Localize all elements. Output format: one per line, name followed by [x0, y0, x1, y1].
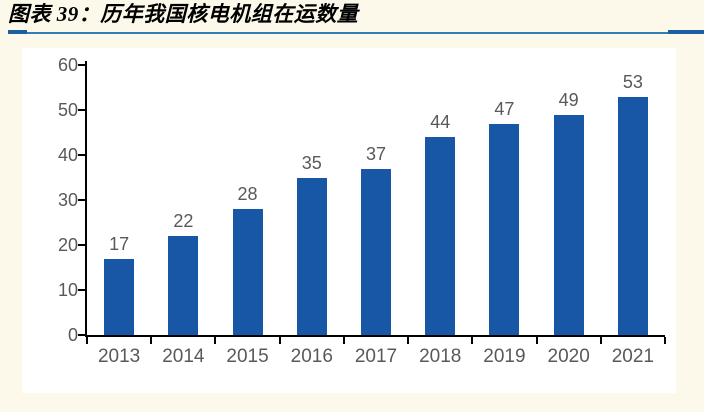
chart-panel: 0 10 20 30 40 50 60 17 2013 22 2014 28 2015 35 2016 37 2…: [22, 48, 676, 393]
y-tick: [78, 154, 85, 156]
x-tick: [214, 337, 217, 344]
bar-value-label: 44: [430, 112, 451, 132]
x-tick: [664, 337, 666, 344]
bar-value-label: 53: [622, 71, 643, 92]
bar-2018: [425, 137, 456, 335]
x-tick-label: 2015: [226, 346, 269, 367]
x-axis-line: [85, 335, 665, 337]
bar-value-label: 17: [109, 233, 130, 254]
y-tick: [78, 109, 85, 111]
y-axis-line: [85, 61, 87, 337]
y-tick-label: 10: [57, 280, 78, 300]
title-underline-left-cap: [8, 30, 27, 34]
x-tick-label: 2020: [547, 346, 590, 367]
y-tick-label: 60: [57, 55, 78, 75]
bar-2020: [553, 114, 584, 335]
x-tick-label: 2019: [483, 346, 526, 367]
y-tick: [78, 64, 85, 66]
y-tick: [78, 289, 85, 291]
x-tick-label: 2014: [162, 346, 205, 367]
bar-value-label: 37: [365, 143, 387, 164]
x-tick: [150, 337, 153, 344]
x-tick: [471, 337, 474, 344]
y-tick-label: 0: [67, 325, 78, 345]
x-tick-label: 2021: [611, 346, 655, 367]
bar-2014: [168, 236, 199, 335]
x-tick: [86, 337, 88, 344]
bar-value-label: 49: [558, 89, 579, 110]
bar-value-label: 22: [173, 211, 194, 231]
x-tick-label: 2013: [97, 346, 141, 367]
bar-2013: [104, 258, 135, 335]
y-tick: [78, 199, 85, 201]
title-underline-right-cap: [668, 30, 704, 34]
bar-2019: [489, 123, 520, 335]
x-tick-label: 2017: [354, 346, 398, 367]
x-tick-label: 2018: [419, 346, 462, 367]
x-tick-label: 2016: [290, 346, 333, 367]
y-tick-label: 30: [57, 190, 78, 210]
y-tick: [78, 244, 85, 246]
title-underline: [8, 32, 704, 34]
x-tick: [535, 337, 538, 344]
bar-2021: [617, 96, 648, 335]
x-tick: [278, 337, 281, 344]
bar-2017: [361, 168, 391, 335]
x-tick: [407, 337, 410, 344]
y-tick-label: 20: [57, 235, 78, 255]
bar-2016: [296, 177, 327, 335]
y-tick-label: 50: [57, 100, 78, 120]
bar-2015: [232, 209, 263, 335]
bar-value-label: 35: [301, 152, 322, 173]
y-tick-label: 40: [57, 145, 78, 165]
bar-value-label: 47: [494, 98, 515, 119]
bar-value-label: 28: [237, 184, 258, 204]
chart-title: 图表 39：历年我国核电机组在运数量: [8, 2, 359, 26]
x-tick: [599, 337, 602, 344]
y-tick: [78, 334, 85, 336]
x-tick: [342, 337, 345, 344]
